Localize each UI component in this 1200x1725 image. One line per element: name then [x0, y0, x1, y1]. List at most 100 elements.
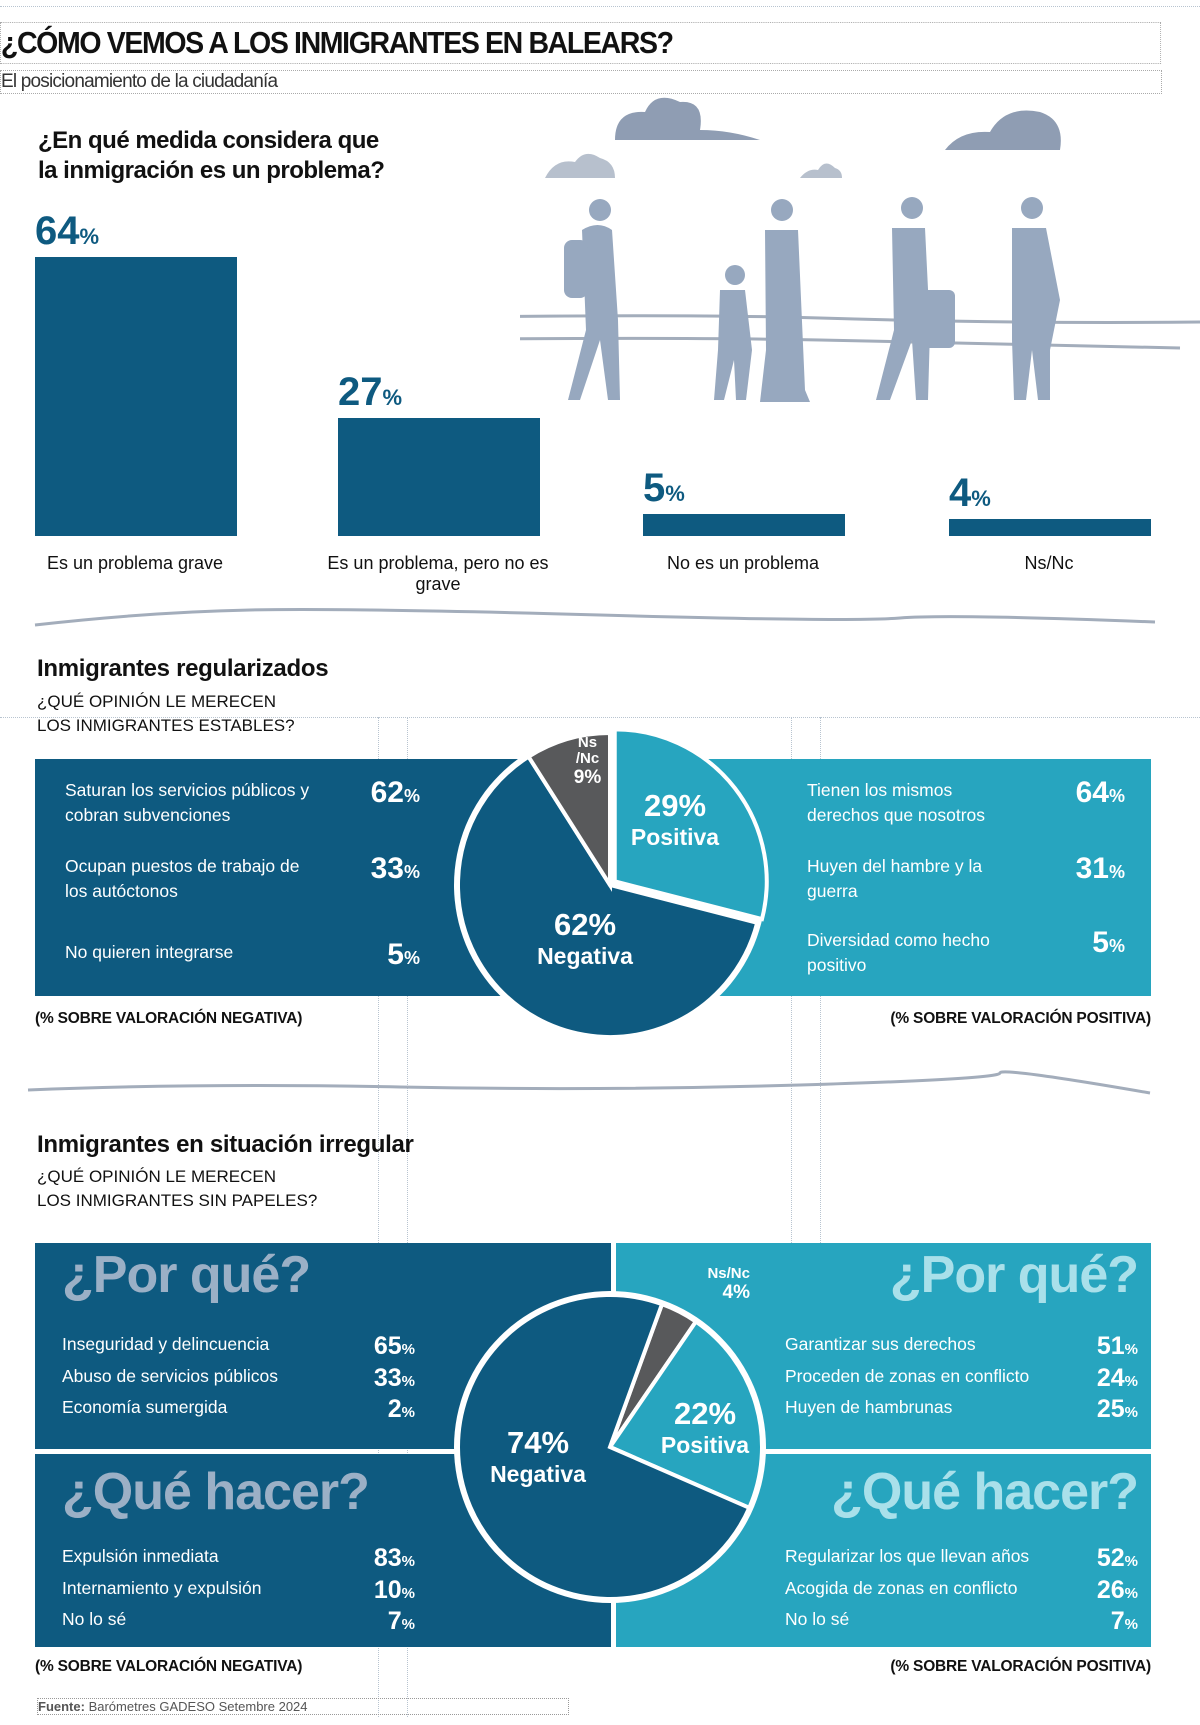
pie-label-nsnc: Ns /Nc 9% [565, 735, 610, 788]
migrants-illustration [520, 97, 1200, 402]
reason-label: No quieren integrarse [65, 942, 234, 962]
reason-value: 83% [345, 1544, 415, 1573]
value: 7 [1110, 1607, 1125, 1635]
reason-value: 65% [345, 1332, 415, 1361]
pie-value: 62% [553, 907, 617, 942]
guide-line [407, 717, 408, 1717]
percent-sign: % [401, 1553, 415, 1570]
reason-label: Diversidad como hecho positivo [807, 930, 990, 975]
pie-category: Positiva [660, 1432, 750, 1458]
percent-sign: % [401, 1373, 415, 1390]
reason-label: Abuso de servicios públicos [62, 1366, 278, 1386]
section-title-regularizados: Inmigrantes regularizados [37, 655, 329, 682]
percent-sign: % [1124, 1616, 1138, 1633]
bar-category-label: No es un problema [666, 553, 820, 573]
reason-value: 52% [1068, 1544, 1138, 1573]
pie-value: 74% [506, 1425, 570, 1460]
reason-value: 64% [1045, 776, 1125, 810]
cloud-icon [615, 97, 1061, 150]
reason-value: 33% [345, 1364, 415, 1393]
positive-reasons-panel [700, 759, 1151, 996]
page-subtitle: El posicionamiento de la ciudadanía [0, 70, 1162, 94]
value: 62 [370, 776, 404, 809]
reason-value: 7% [345, 1607, 415, 1636]
reason-label: Regularizar los que llevan años [785, 1546, 1030, 1566]
guide-line [378, 717, 379, 1717]
percent-sign: % [1124, 1553, 1138, 1570]
reason-value: 5% [340, 938, 420, 972]
reason-value: 51% [1068, 1332, 1138, 1361]
pie-slice-positiva [612, 727, 769, 922]
subtitle-line: LOS INMIGRANTES ESTABLES? [37, 716, 295, 735]
source-note: Fuente: Barómetres GADESO Setembre 2024 [37, 1698, 569, 1715]
value: 31 [1075, 852, 1109, 885]
percent-sign: % [1124, 1341, 1138, 1358]
note-positive: (% SOBRE VALORACIÓN POSITIVA) [890, 1658, 1151, 1675]
barbed-wire-divider [27, 1070, 1151, 1095]
reason-label: Huyen del hambre y la guerra [807, 856, 983, 901]
percent-sign: % [1124, 1373, 1138, 1390]
bar-chart-question: ¿En qué medida considera que la inmigrac… [38, 126, 385, 186]
heading-por-que-positive: ¿Por qué? [889, 1246, 1139, 1304]
negative-reasons-panel [35, 759, 525, 996]
value: 5 [1092, 926, 1109, 959]
note-positive: (% SOBRE VALORACIÓN POSITIVA) [890, 1010, 1151, 1027]
value: 25 [1096, 1395, 1125, 1423]
percent-sign: % [401, 1404, 415, 1421]
heading-que-hacer-positive: ¿Qué hacer? [831, 1463, 1139, 1521]
reason-value: 26% [1068, 1576, 1138, 1605]
bar-category-label: Ns/Nc [1024, 553, 1074, 573]
value: 65 [373, 1332, 402, 1360]
reason-label: Expulsión inmediata [62, 1546, 219, 1566]
reason-label: Acogida de zonas en conflicto [785, 1578, 1018, 1598]
cloud-icon [545, 153, 842, 178]
reason-label: Tienen los mismos derechos que nosotros [807, 780, 986, 825]
section-title-irregular: Inmigrantes en situación irregular [37, 1131, 414, 1158]
bar-category-label: Es un problema grave [46, 553, 224, 573]
section-subtitle: ¿QUÉ OPINIÓN LE MERECEN LOS INMIGRANTES … [37, 1165, 317, 1213]
pie-slice-nsnc [525, 730, 612, 892]
note-negative: (% SOBRE VALORACIÓN NEGATIVA) [35, 1010, 303, 1027]
bar-value: 64 [35, 209, 80, 253]
bar [643, 514, 845, 536]
percent-sign: % [401, 1341, 415, 1358]
bar-value-label: 27% [338, 370, 402, 415]
guide-line [0, 6, 1200, 7]
pie-value: 4% [722, 1282, 750, 1303]
section-subtitle: ¿QUÉ OPINIÓN LE MERECEN LOS INMIGRANTES … [37, 690, 295, 738]
bar [338, 418, 540, 536]
source-label: Fuente: [38, 1699, 85, 1714]
pie-slice-negativa [456, 753, 760, 1039]
percent-sign: % [665, 481, 685, 507]
bar-value: 27 [338, 370, 383, 415]
percent-sign: % [401, 1585, 415, 1602]
pie-slice-positiva [606, 1318, 764, 1511]
reason-label: Garantizar sus derechos [785, 1334, 976, 1354]
pie-label-nsnc: Ns/Nc 4% [680, 1265, 750, 1304]
reason-value: 62% [340, 776, 420, 810]
pie-category: Negativa [490, 1461, 586, 1487]
percent-sign: % [971, 485, 991, 511]
bar-value: 4 [949, 470, 972, 515]
bar-value: 5 [643, 466, 666, 511]
percent-sign: % [79, 224, 100, 249]
heading-por-que-negative: ¿Por qué? [62, 1246, 311, 1304]
bar [949, 518, 1151, 536]
bar-category-label: Es un problema, pero no es grave [327, 553, 549, 594]
barbed-wire [520, 314, 1200, 350]
value: 7 [387, 1607, 402, 1635]
pie-value: 29% [643, 788, 707, 823]
question-line: la inmigración es un problema? [38, 157, 385, 184]
value: 52 [1096, 1544, 1125, 1572]
value: 2 [387, 1395, 402, 1423]
percent-sign: % [403, 786, 420, 806]
pie-category: Positiva [630, 824, 720, 850]
bar-value-label: 64% [35, 209, 99, 254]
barbed-wire-divider [34, 608, 1156, 627]
pie-slice-negativa [456, 1293, 752, 1601]
reason-value: 31% [1045, 852, 1125, 886]
reason-value: 2% [345, 1395, 415, 1424]
page-title: ¿CÓMO VEMOS A LOS INMIGRANTES EN BALEARS… [0, 22, 1162, 64]
pie-category: /Nc [575, 750, 600, 767]
percent-sign: % [403, 948, 420, 968]
